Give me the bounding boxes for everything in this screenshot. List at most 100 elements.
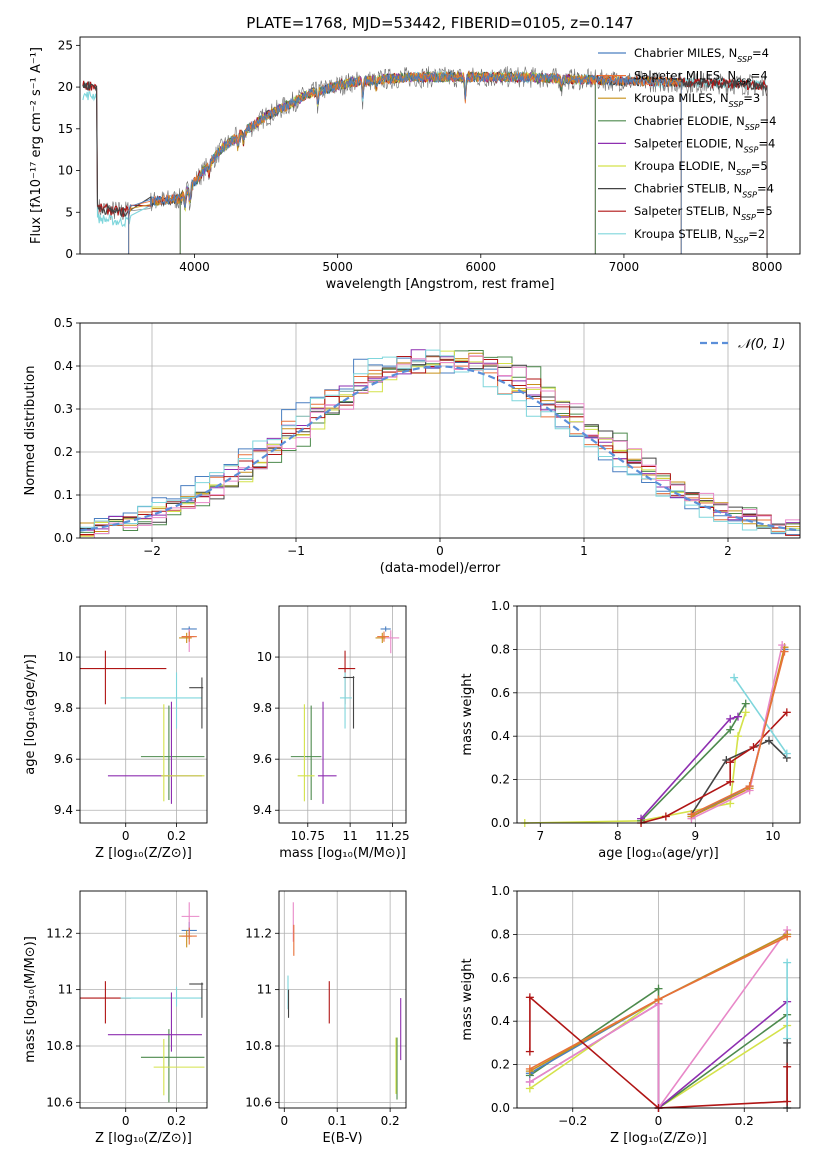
spectrum-legend: Chabrier MILES, NSSP=4 Salpeter MILES, NS… (598, 46, 776, 244)
x-tick-label: 0.2 (381, 1114, 400, 1128)
x-tick-label: 0 (122, 829, 130, 843)
y-tick-label: 0.4 (491, 1014, 510, 1028)
histogram-chabrier-stelib (80, 355, 800, 531)
normal-curve (80, 365, 800, 532)
x-tick-label: 11 (342, 829, 357, 843)
x-tick-label: −1 (287, 544, 305, 558)
y-tick-label: 10.8 (46, 1039, 73, 1053)
error-bars (80, 902, 205, 1103)
weight-vs-age-panel: 7 8 9 10 0.0 0.2 0.4 0.6 0.8 1.0 age [log₁₀(age/yr… (460, 599, 801, 861)
x-axis-label: wavelength [Angstrom, rest frame] (326, 277, 555, 292)
y-tick-label: 1.0 (491, 884, 510, 898)
model-spectrum-salpeter-miles (128, 70, 682, 214)
x-tick-label: 6000 (466, 260, 497, 274)
error-bars (287, 902, 402, 1100)
y-tick-label: 0.2 (491, 773, 510, 787)
y-tick-label: 10 (58, 650, 73, 664)
y-tick-label: 0.0 (491, 1101, 510, 1115)
legend-label: Salpeter MILES, NSSP=4 (634, 69, 768, 87)
legend-label: Chabrier ELODIE, NSSP=4 (634, 114, 776, 132)
x-tick-label: 0.1 (328, 1114, 347, 1128)
x-tick-label: 4000 (179, 260, 210, 274)
y-tick-label: 10 (257, 650, 272, 664)
x-tick-label: 0 (655, 1114, 663, 1128)
figure-title: PLATE=1768, MJD=53442, FIBERID=0105, z=0… (246, 14, 633, 32)
x-tick-label: 2 (724, 544, 732, 558)
axes-frame (79, 890, 208, 1109)
axes-frame (516, 890, 801, 1109)
x-tick-label: 0 (436, 544, 444, 558)
spectrum-lines (82, 66, 768, 254)
x-tick-label: 10.75 (291, 829, 325, 843)
x-tick-label: −2 (143, 544, 161, 558)
residuals-panel: −2 −1 0 1 2 0.0 0.1 0.2 0.3 0.4 0.5 (data-model)/er… (23, 316, 801, 576)
x-tick-label: 11.25 (375, 829, 409, 843)
x-tick-label: −0.2 (558, 1114, 587, 1128)
y-tick-label: 0 (65, 247, 73, 261)
y-axis-label: mass [log₁₀(M/M⊙)] (23, 936, 38, 1063)
y-tick-label: 20 (58, 80, 73, 94)
legend-label: Chabrier MILES, NSSP=4 (634, 46, 769, 64)
x-tick-label: 0.2 (735, 1114, 754, 1128)
histograms (80, 349, 800, 538)
weight-vs-Z-panel: −0.2 0 0.2 0.0 0.2 0.4 0.6 0.8 1.0 Z [log₁₀(Z/Z⊙)… (460, 884, 801, 1146)
histogram-pink (80, 355, 800, 538)
y-tick-label: 10.8 (245, 1039, 272, 1053)
weight-line (529, 929, 788, 1111)
y-tick-label: 0.0 (54, 531, 73, 545)
x-axis-label: E(B-V) (322, 1131, 362, 1146)
y-tick-label: 10.6 (245, 1095, 272, 1109)
x-axis-label: Z [log₁₀(Z/Z⊙)] (610, 1131, 707, 1146)
y-tick-label: 9.4 (54, 803, 73, 817)
y-tick-label: 25 (58, 38, 73, 52)
y-tick-label: 0.5 (54, 316, 73, 330)
y-tick-label: 0.4 (491, 729, 510, 743)
y-tick-label: 0.0 (491, 816, 510, 830)
x-axis-label: mass [log₁₀(M/M⊙)] (279, 846, 406, 861)
error-bars (80, 626, 205, 804)
y-tick-label: 0.6 (491, 971, 510, 985)
y-tick-label: 10.6 (46, 1095, 73, 1109)
histogram-kroupa-stelib (80, 349, 800, 533)
y-axis-label: mass weight (460, 958, 475, 1040)
mass-vs-Z-panel: 0 0.2 10.6 10.8 11 11.2 Z [log₁₀(Z/Z⊙)] mass [l… (23, 890, 208, 1146)
age-vs-mass-panel: 10.75 11 11.25 9.4 9.6 9.8 10 mass [log₁₀(M/M⊙)… (253, 605, 410, 861)
x-axis-label: Z [log₁₀(Z/Z⊙)] (95, 846, 192, 861)
y-tick-label: 0.8 (491, 642, 510, 656)
x-tick-label: 0.2 (167, 829, 186, 843)
x-tick-label: 1 (580, 544, 588, 558)
y-tick-label: 9.8 (253, 701, 272, 715)
y-tick-label: 15 (58, 122, 73, 136)
y-tick-label: 9.6 (253, 752, 272, 766)
legend-label: Kroupa STELIB, NSSP=2 (634, 227, 765, 245)
weight-line (640, 711, 788, 824)
y-tick-label: 9.8 (54, 701, 73, 715)
legend-label: Salpeter STELIB, NSSP=5 (634, 204, 773, 222)
legend-label: Chabrier STELIB, NSSP=4 (634, 182, 774, 200)
x-axis-label: age [log₁₀(age/yr)] (598, 846, 719, 861)
x-axis-label: (data-model)/error (380, 561, 501, 576)
age-vs-Z-panel: 0 0.2 9.4 9.6 9.8 10 Z [log₁₀(Z/Z⊙)] age [log₁₀… (23, 605, 208, 861)
x-tick-label: 0.2 (167, 1114, 186, 1128)
x-axis-label: Z [log₁₀(Z/Z⊙)] (95, 1131, 192, 1146)
y-axis-label: Flux [fλ10⁻¹⁷ erg cm⁻² s⁻¹ A⁻¹] (29, 47, 44, 244)
y-tick-label: 11 (58, 983, 73, 997)
error-bars (290, 626, 400, 804)
x-tick-label: 8000 (752, 260, 783, 274)
y-tick-label: 11 (257, 983, 272, 997)
legend-label: 𝒩(0, 1) (738, 337, 785, 352)
spectrum-panel: 4000 5000 6000 7000 8000 0 5 10 15 20 25 wavelength… (29, 36, 801, 292)
y-tick-label: 0.4 (54, 359, 73, 373)
model-spectrum-chabrier-miles (128, 70, 681, 214)
axes-frame (79, 36, 801, 255)
panels: 4000 5000 6000 7000 80000510152025wavelength… (23, 36, 801, 1146)
x-tick-label: 9 (692, 829, 700, 843)
y-tick-label: 11.2 (245, 926, 272, 940)
y-tick-label: 5 (65, 205, 73, 219)
y-tick-label: 10 (58, 164, 73, 178)
x-tick-label: 8 (614, 829, 622, 843)
axes-frame (516, 605, 801, 824)
x-tick-label: 0 (280, 1114, 288, 1128)
